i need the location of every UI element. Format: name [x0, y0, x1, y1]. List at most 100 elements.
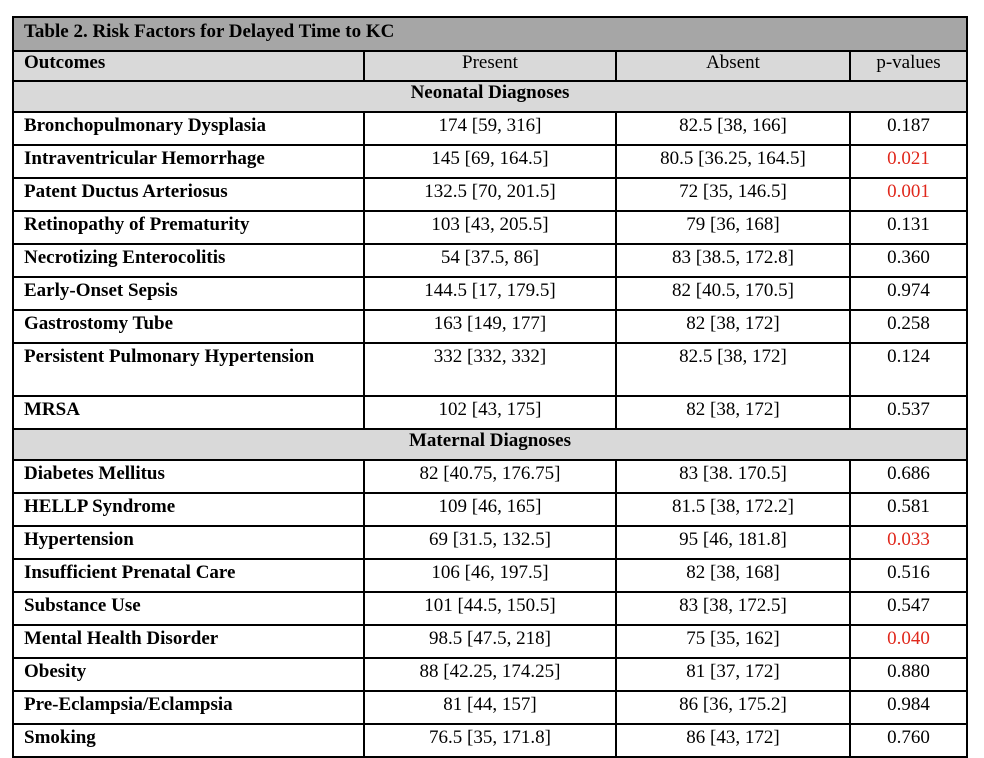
- present-cell: 76.5 [35, 171.8]: [363, 723, 617, 758]
- absent-cell: 81 [37, 172]: [615, 657, 851, 692]
- p-value-cell: 0.258: [848, 309, 969, 344]
- p-value-cell: 0.033: [848, 525, 969, 560]
- p-value-cell: 0.040: [848, 624, 969, 659]
- absent-cell: 83 [38. 170.5]: [615, 459, 851, 494]
- table-row: Intraventricular Hemorrhage 145 [69, 164.…: [12, 144, 969, 179]
- present-cell: 82 [40.75, 176.75]: [363, 459, 617, 494]
- absent-cell: 86 [36, 175.2]: [615, 690, 851, 725]
- absent-cell: 81.5 [38, 172.2]: [615, 492, 851, 527]
- p-value-cell: 0.001: [848, 177, 969, 212]
- absent-cell: 82 [38, 172]: [615, 395, 851, 430]
- p-value-cell: 0.686: [848, 459, 969, 494]
- outcome-cell: Insufficient Prenatal Care: [12, 558, 365, 593]
- table-row: MRSA 102 [43, 175] 82 [38, 172] 0.537: [12, 395, 969, 430]
- outcome-cell: Intraventricular Hemorrhage: [12, 144, 365, 179]
- present-cell: 103 [43, 205.5]: [363, 210, 617, 245]
- table-row: HELLP Syndrome 109 [46, 165] 81.5 [38, 172…: [12, 492, 969, 527]
- table-row: Mental Health Disorder 98.5 [47.5, 218] 75…: [12, 624, 969, 659]
- present-cell: 88 [42.25, 174.25]: [363, 657, 617, 692]
- p-value-cell: 0.547: [848, 591, 969, 626]
- outcome-cell: Substance Use: [12, 591, 365, 626]
- present-cell: 132.5 [70, 201.5]: [363, 177, 617, 212]
- p-value-cell: 0.187: [848, 111, 969, 146]
- present-cell: 106 [46, 197.5]: [363, 558, 617, 593]
- absent-cell: 83 [38, 172.5]: [615, 591, 851, 626]
- p-value-cell: 0.974: [848, 276, 969, 311]
- present-cell: 144.5 [17, 179.5]: [363, 276, 617, 311]
- absent-cell: 82.5 [38, 172]: [615, 342, 851, 397]
- outcome-cell: Gastrostomy Tube: [12, 309, 365, 344]
- outcome-cell: Retinopathy of Prematurity: [12, 210, 365, 245]
- header-row: Outcomes Present Absent p-values: [12, 50, 969, 82]
- outcome-cell: Mental Health Disorder: [12, 624, 365, 659]
- table-row: Insufficient Prenatal Care 106 [46, 197.5…: [12, 558, 969, 593]
- outcome-cell: Patent Ductus Arteriosus: [12, 177, 365, 212]
- table-row: Smoking 76.5 [35, 171.8] 86 [43, 172] 0.760: [12, 723, 969, 758]
- present-cell: 163 [149, 177]: [363, 309, 617, 344]
- table-row: Early-Onset Sepsis 144.5 [17, 179.5] 82 [4…: [12, 276, 969, 311]
- p-value-cell: 0.760: [848, 723, 969, 758]
- outcome-cell: Smoking: [12, 723, 365, 758]
- present-cell: 98.5 [47.5, 218]: [363, 624, 617, 659]
- p-value-cell: 0.880: [848, 657, 969, 692]
- p-value-cell: 0.021: [848, 144, 969, 179]
- table-row: Persistent Pulmonary Hypertension 332 [33…: [12, 342, 969, 397]
- present-cell: 332 [332, 332]: [363, 342, 617, 397]
- present-cell: 145 [69, 164.5]: [363, 144, 617, 179]
- table-row: Necrotizing Enterocolitis 54 [37.5, 86] 83…: [12, 243, 969, 278]
- outcome-cell: Bronchopulmonary Dysplasia: [12, 111, 365, 146]
- table-row: Obesity 88 [42.25, 174.25] 81 [37, 172] 0.8…: [12, 657, 969, 692]
- absent-cell: 83 [38.5, 172.8]: [615, 243, 851, 278]
- risk-factor-table-container: Table 2. Risk Factors for Delayed Time t…: [11, 16, 969, 758]
- absent-cell: 82 [40.5, 170.5]: [615, 276, 851, 311]
- present-cell: 81 [44, 157]: [363, 690, 617, 725]
- p-value-cell: 0.131: [848, 210, 969, 245]
- section-header: Maternal Diagnoses: [11, 428, 969, 461]
- p-value-cell: 0.516: [848, 558, 969, 593]
- p-value-cell: 0.360: [848, 243, 969, 278]
- table-row: Gastrostomy Tube 163 [149, 177] 82 [38, 17…: [12, 309, 969, 344]
- table-row: Substance Use 101 [44.5, 150.5] 83 [38, 17…: [12, 591, 969, 626]
- absent-cell: 95 [46, 181.8]: [615, 525, 851, 560]
- section-header: Neonatal Diagnoses: [11, 80, 969, 113]
- table-body: Neonatal Diagnoses Bronchopulmonary Dyspl…: [11, 80, 969, 758]
- table-row: Patent Ductus Arteriosus 132.5 [70, 201.5…: [12, 177, 969, 212]
- p-value-cell: 0.124: [848, 342, 969, 397]
- section-row: Maternal Diagnoses: [11, 428, 969, 461]
- table-row: Diabetes Mellitus 82 [40.75, 176.75] 83 [3…: [12, 459, 969, 494]
- table-row: Retinopathy of Prematurity 103 [43, 205.5…: [12, 210, 969, 245]
- present-cell: 69 [31.5, 132.5]: [363, 525, 617, 560]
- outcome-cell: Hypertension: [12, 525, 365, 560]
- table-title: Table 2. Risk Factors for Delayed Time t…: [11, 16, 969, 52]
- outcome-cell: Pre-Eclampsia/Eclampsia: [12, 690, 365, 725]
- outcome-cell: HELLP Syndrome: [12, 492, 365, 527]
- present-cell: 109 [46, 165]: [363, 492, 617, 527]
- header-outcomes: Outcomes: [12, 50, 365, 82]
- header-present: Present: [363, 50, 617, 82]
- outcome-cell: MRSA: [12, 395, 365, 430]
- absent-cell: 86 [43, 172]: [615, 723, 851, 758]
- absent-cell: 82 [38, 168]: [615, 558, 851, 593]
- section-row: Neonatal Diagnoses: [11, 80, 969, 113]
- p-value-cell: 0.581: [848, 492, 969, 527]
- header-p-values: p-values: [848, 50, 969, 82]
- absent-cell: 72 [35, 146.5]: [615, 177, 851, 212]
- absent-cell: 79 [36, 168]: [615, 210, 851, 245]
- absent-cell: 75 [35, 162]: [615, 624, 851, 659]
- outcome-cell: Obesity: [12, 657, 365, 692]
- risk-factor-table: Table 2. Risk Factors for Delayed Time t…: [11, 16, 969, 758]
- table-row: Hypertension 69 [31.5, 132.5] 95 [46, 181.…: [12, 525, 969, 560]
- present-cell: 101 [44.5, 150.5]: [363, 591, 617, 626]
- absent-cell: 82.5 [38, 166]: [615, 111, 851, 146]
- absent-cell: 80.5 [36.25, 164.5]: [615, 144, 851, 179]
- outcome-cell: Early-Onset Sepsis: [12, 276, 365, 311]
- header-absent: Absent: [615, 50, 851, 82]
- present-cell: 102 [43, 175]: [363, 395, 617, 430]
- outcome-cell: Necrotizing Enterocolitis: [12, 243, 365, 278]
- p-value-cell: 0.984: [848, 690, 969, 725]
- outcome-cell: Diabetes Mellitus: [12, 459, 365, 494]
- absent-cell: 82 [38, 172]: [615, 309, 851, 344]
- outcome-cell: Persistent Pulmonary Hypertension: [12, 342, 365, 397]
- p-value-cell: 0.537: [848, 395, 969, 430]
- table-row: Pre-Eclampsia/Eclampsia 81 [44, 157] 86 [3…: [12, 690, 969, 725]
